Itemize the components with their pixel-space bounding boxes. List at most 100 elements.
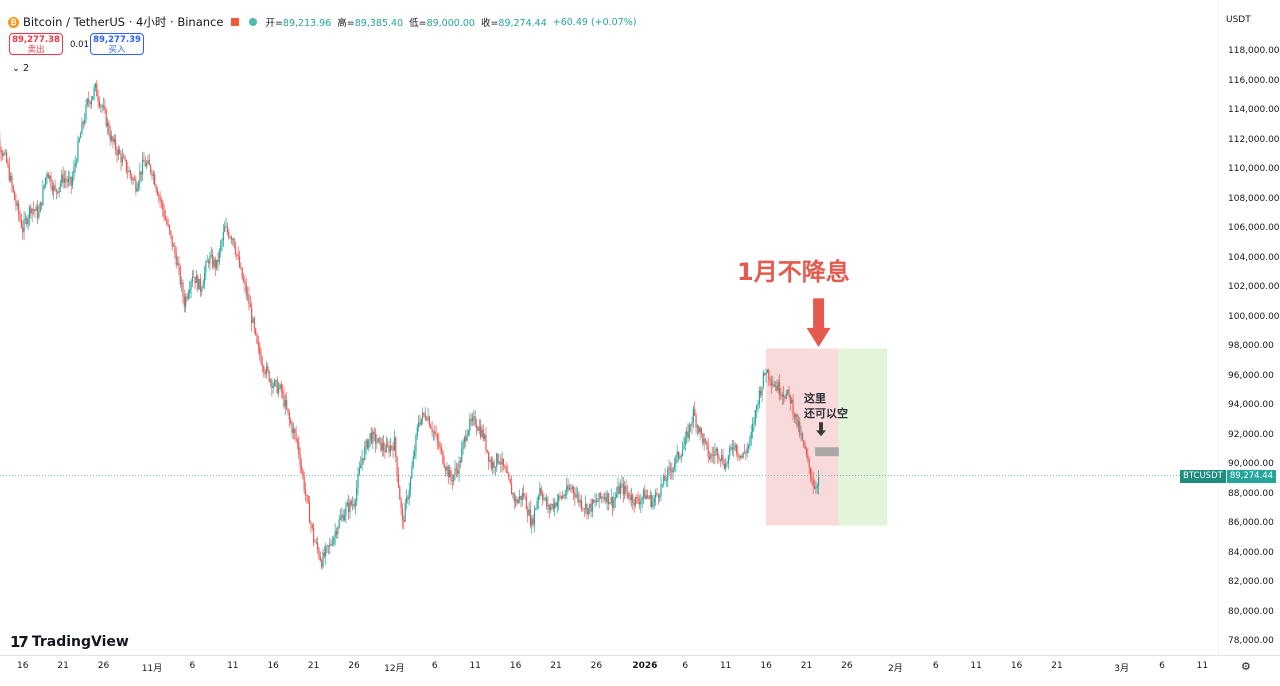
candle-body [585,503,587,510]
candle-body [241,267,243,279]
candle-body [172,245,175,247]
candle-body [100,105,102,107]
candle-body [572,486,575,493]
candle-body [648,496,650,499]
candle-body [467,430,470,435]
candle-body [672,467,674,473]
candle-body [329,543,331,547]
candle-body [73,166,75,177]
sell-price: 89,277.38 [12,35,60,45]
candle-body [115,139,117,151]
candle-body [199,278,202,292]
candle-body [137,182,140,188]
candle-body [562,495,564,499]
time-tick-label: 16 [1010,661,1023,671]
candle-body [475,424,478,429]
candle-body [176,263,179,265]
candle-body [451,480,453,482]
candle-body [267,366,269,371]
candle-body [742,452,744,458]
annotation-headline[interactable]: 1月不降息 [737,258,850,286]
candle-body [362,458,365,460]
candle-body [510,483,513,495]
candle-body [447,466,449,478]
candle-body [306,494,308,497]
candle-body [224,226,226,232]
currency-selector[interactable]: USDT [1226,15,1251,25]
candle-body [543,498,545,500]
candle-body [389,445,391,453]
candle-body [498,462,501,464]
candle-body [373,431,375,434]
candle-body [621,483,623,485]
candle-body [465,437,467,441]
candle-body [735,444,738,453]
candle-body [668,467,670,469]
candle-body [259,346,261,355]
candle-body [671,470,673,473]
annotation-note-line1[interactable]: 这里 [804,392,826,405]
candle-body [698,426,700,433]
indicators-toggle[interactable]: ⌄ 2 [12,63,30,74]
candle-body [78,138,80,142]
candle-body [640,500,642,505]
buy-button[interactable]: 89,277.39 买入 [90,33,144,55]
time-tick-label: 11 [1196,661,1209,671]
candle-body [209,256,211,264]
candle-body [348,502,350,513]
candle-body [741,455,743,458]
candle-body [220,244,222,251]
candle-body [681,449,684,456]
candle-body [361,458,363,465]
candle-body [554,502,556,509]
candle-body [120,153,122,163]
candle-body [470,419,472,422]
candle-body [653,498,655,503]
candle-body [560,496,562,499]
candle-body [423,412,425,415]
candle-body [517,499,519,504]
candle-body [625,485,627,492]
candle-body [144,161,146,167]
time-tick-label: 6 [1159,661,1165,671]
candle-body [455,468,457,471]
sell-button[interactable]: 89,277.38 卖出 [9,33,63,55]
candle-body [665,480,668,482]
candle-body [769,378,771,382]
candle-body [481,429,483,437]
candle-body [113,139,115,142]
price-tick-label: 94,000.00 [1228,400,1274,410]
candle-body [400,499,402,509]
candle-body [186,296,188,299]
candle-body [70,177,72,186]
candle-body [664,475,666,481]
candle-body [531,518,533,526]
candle-body [610,496,612,503]
candle-body [334,531,336,538]
candle-body [343,514,346,521]
candle-body [520,495,522,501]
tradingview-logo[interactable]: 17 TradingView [10,632,129,652]
candle-body [338,519,340,528]
candle-body [20,219,22,228]
candle-body [388,445,390,453]
candle-body [49,175,51,179]
candle-body [317,542,319,550]
symbol-title[interactable]: Bitcoin / TetherUS · 4小时 · Binance [23,15,224,29]
candle-body [442,450,444,464]
candle-body [105,109,107,127]
candle-body [131,175,133,180]
candle-body [540,488,542,495]
candle-body [167,224,169,226]
time-tick-label: 16 [760,661,772,671]
candle-body [438,440,440,447]
candle-body [271,380,273,389]
candle-body [457,470,459,474]
gear-icon[interactable]: ⚙ [1241,660,1251,673]
candle-body [578,494,580,503]
annotation-note-line2[interactable]: 还可以空 [804,407,848,420]
candle-body [356,487,358,501]
candle-body [431,428,433,433]
candle-body [345,506,347,515]
